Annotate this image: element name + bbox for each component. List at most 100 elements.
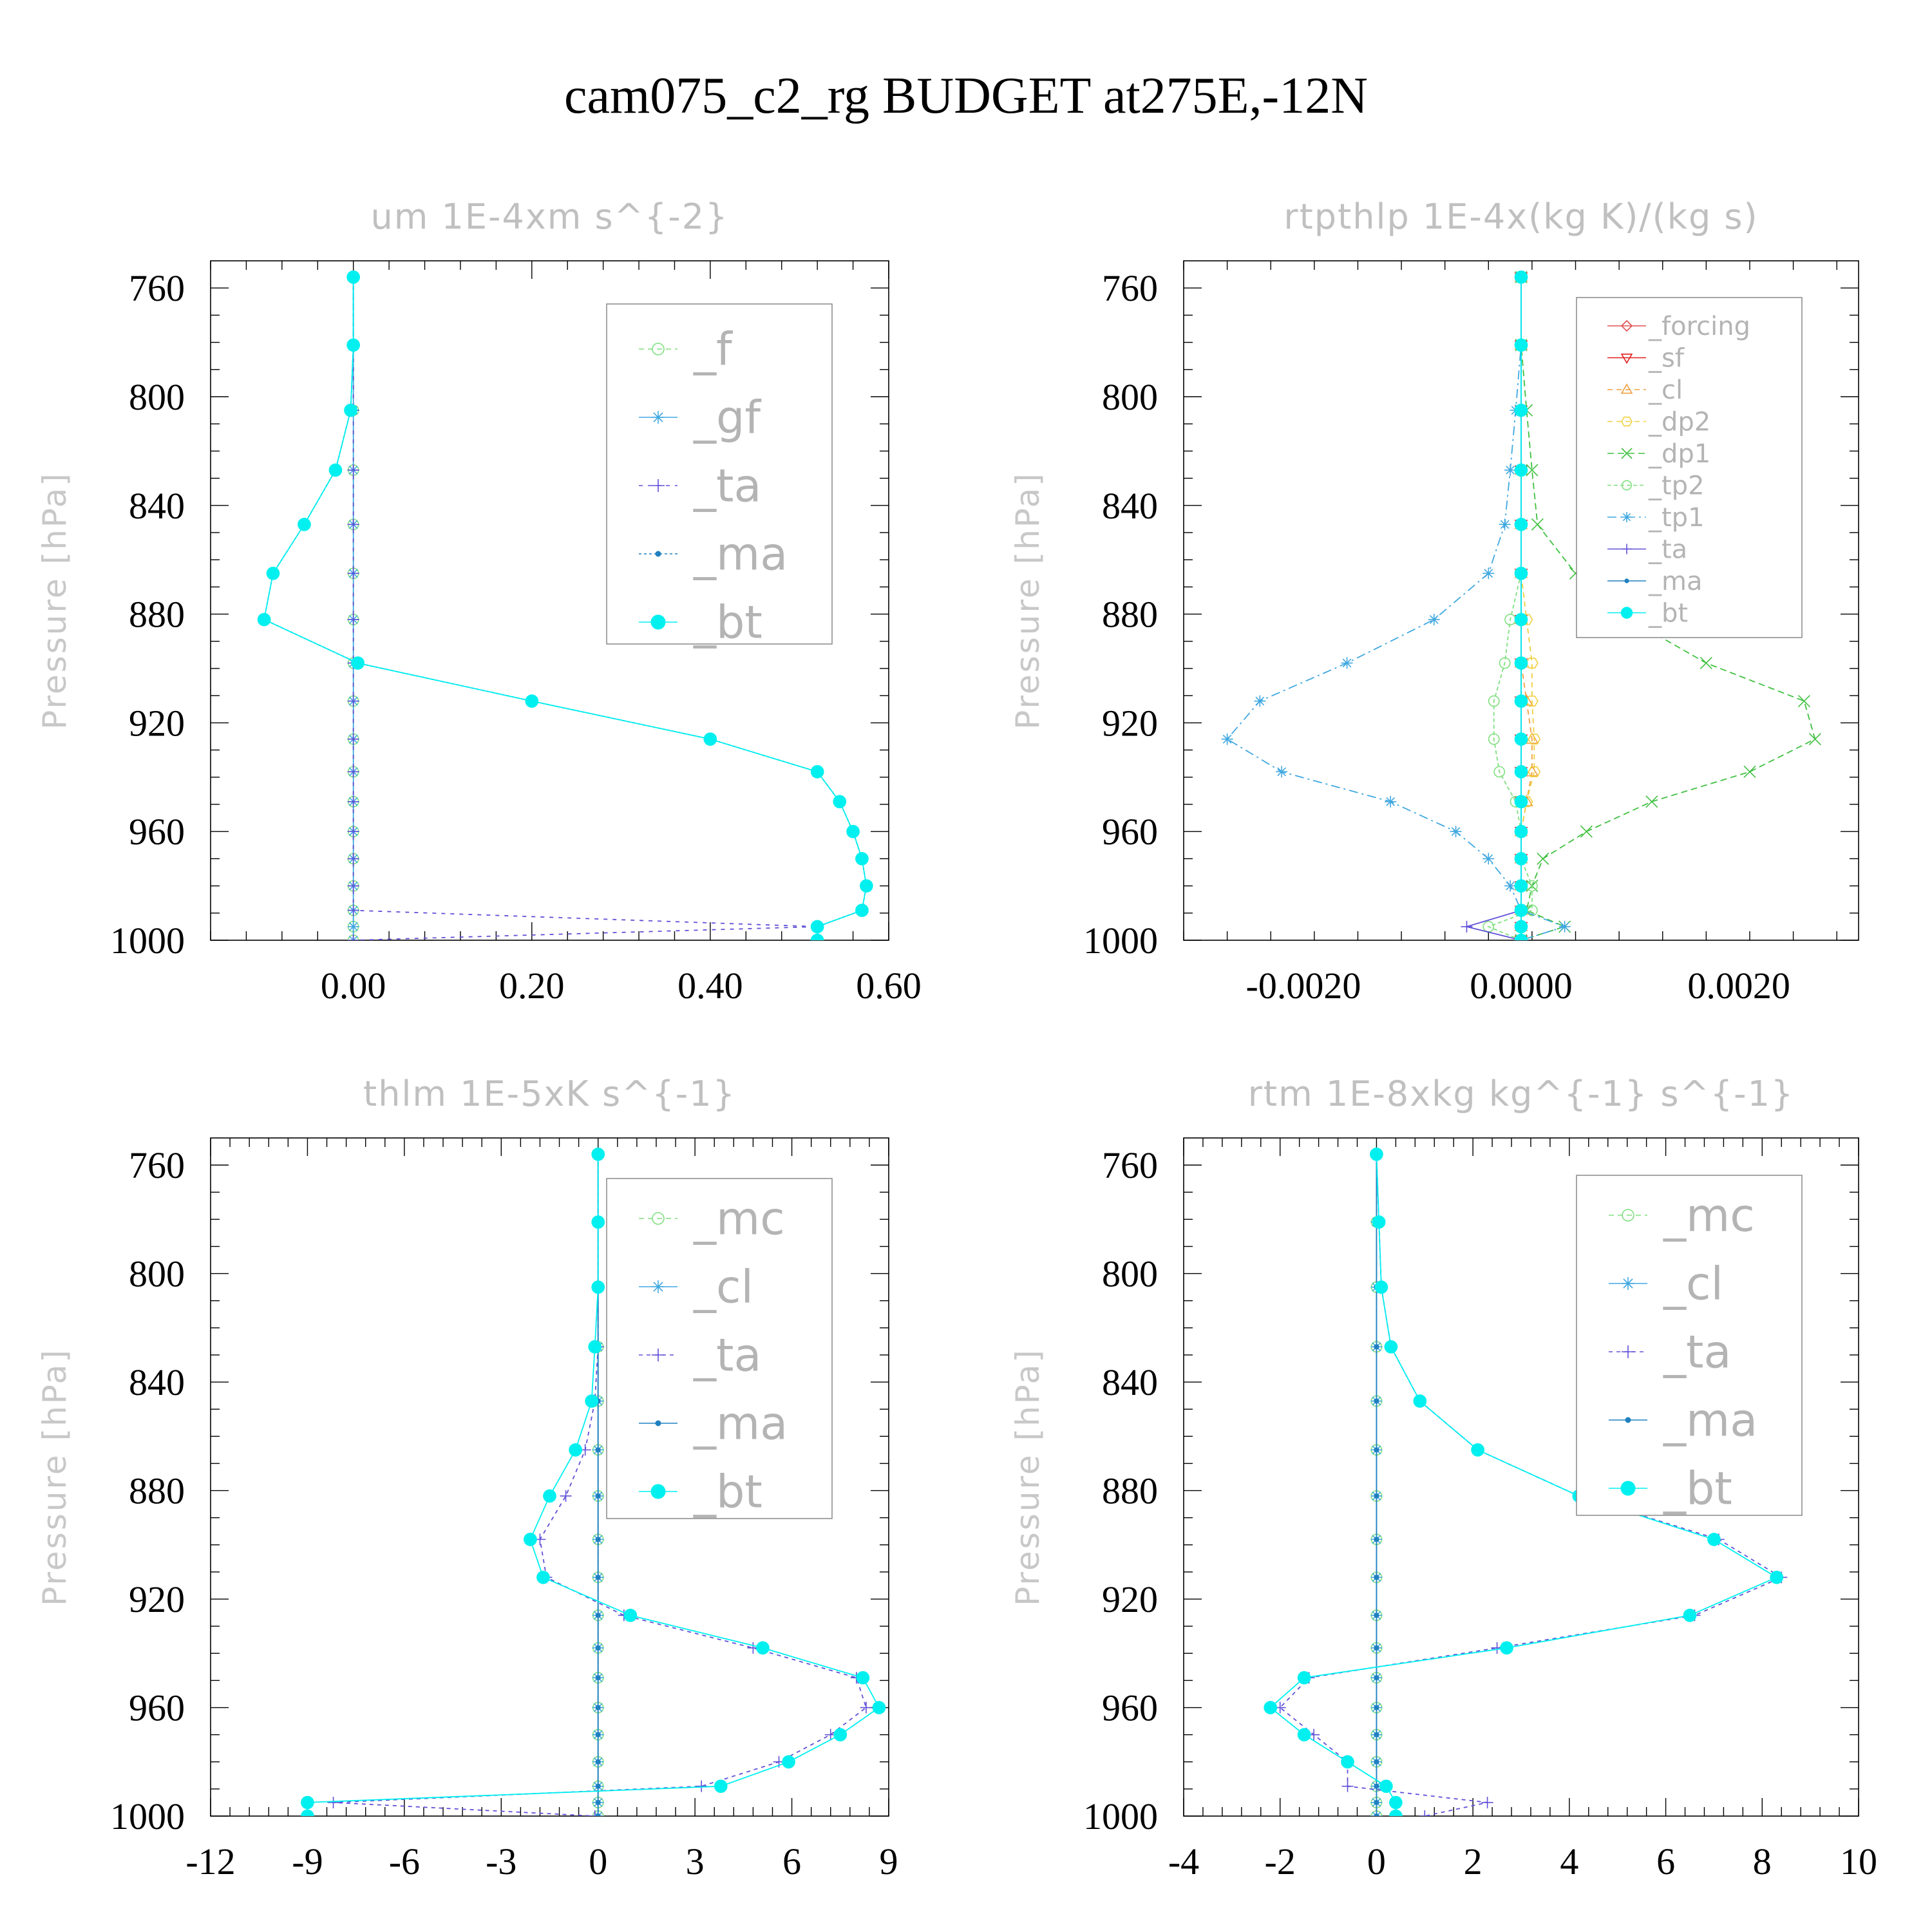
y-tick-label: 840 bbox=[1102, 485, 1158, 527]
series-area bbox=[257, 270, 873, 940]
legend-label: _forcing bbox=[1648, 312, 1750, 341]
data-point-dp1 bbox=[1526, 464, 1539, 477]
data-point-ta bbox=[696, 1780, 708, 1792]
legend: _f _gf _ta _ma _bt bbox=[606, 303, 833, 649]
data-point-bt bbox=[591, 1215, 605, 1229]
panels: um 1E-4xm s^{-2}Pressure [hPa]7608008408… bbox=[36, 196, 1877, 1882]
data-point-ma bbox=[1374, 1613, 1379, 1618]
data-point-tp2 bbox=[1493, 766, 1506, 778]
data-point-ta bbox=[347, 934, 359, 940]
legend-entry: _ma bbox=[639, 1397, 788, 1450]
legend-marker bbox=[652, 343, 665, 355]
legend: _mc _cl _ta _ma _bt bbox=[606, 1178, 833, 1519]
panel-title: thlm 1E-5xK s^{-1} bbox=[363, 1074, 736, 1114]
data-point-bt bbox=[1379, 1779, 1393, 1794]
data-point-bt bbox=[344, 403, 357, 417]
y-tick-label: 1000 bbox=[1083, 1795, 1158, 1837]
x-tick-label: 4 bbox=[1560, 1841, 1578, 1882]
data-point-ta bbox=[589, 1810, 601, 1816]
legend-marker bbox=[1622, 512, 1632, 522]
legend-marker bbox=[1620, 354, 1633, 365]
legend-label: _gf bbox=[693, 392, 761, 444]
data-point-ta bbox=[347, 766, 359, 778]
y-tick-label: 800 bbox=[129, 376, 185, 418]
data-point-ma bbox=[595, 1645, 601, 1651]
y-tick-label: 760 bbox=[1102, 1144, 1158, 1186]
data-point-bt bbox=[1341, 1755, 1354, 1769]
series-line-cl bbox=[1520, 277, 1533, 940]
data-point-bt bbox=[756, 1641, 770, 1655]
legend-marker bbox=[652, 1212, 665, 1225]
data-point-ta bbox=[347, 795, 359, 808]
legend-entry: _cl bbox=[639, 1261, 753, 1314]
data-point-ma bbox=[1374, 1813, 1379, 1816]
data-point-bt bbox=[1374, 1280, 1388, 1294]
data-point-bt bbox=[1514, 904, 1528, 917]
data-point-ma bbox=[1374, 1575, 1379, 1580]
legend-label: _cl bbox=[1648, 375, 1683, 405]
data-point-tp1 bbox=[1254, 695, 1266, 707]
data-point-dp2 bbox=[1528, 734, 1541, 745]
data-point-ta bbox=[347, 904, 359, 916]
legend-marker bbox=[652, 1349, 665, 1361]
data-point-bt bbox=[1514, 463, 1528, 477]
y-tick-label: 960 bbox=[1102, 1687, 1158, 1729]
data-point-bt bbox=[1514, 765, 1528, 779]
x-tick-label: -12 bbox=[185, 1841, 235, 1882]
data-point-bt bbox=[872, 1701, 886, 1714]
series-line-tp1 bbox=[1226, 277, 1567, 940]
legend-entry: _f bbox=[639, 323, 733, 376]
legend-entry: _cl bbox=[1607, 375, 1683, 405]
data-point-tp1 bbox=[1504, 880, 1517, 892]
legend-label: _ta bbox=[693, 1329, 761, 1382]
data-point-bt bbox=[1683, 1608, 1697, 1622]
legend-entry: _ma bbox=[639, 528, 788, 581]
data-point-ma bbox=[595, 1783, 601, 1789]
x-tick-label: -4 bbox=[1168, 1841, 1199, 1882]
legend-marker bbox=[1621, 416, 1633, 427]
data-point-ma bbox=[595, 1613, 601, 1618]
legend-label: _mc bbox=[1663, 1189, 1755, 1242]
data-point-bt bbox=[1297, 1728, 1311, 1741]
data-point-bt bbox=[588, 1340, 602, 1354]
chart-panel-1: um 1E-4xm s^{-2} Pressure [hPa] 760 800 840 8… bbox=[36, 196, 922, 1007]
x-tick-label: 0.20 bbox=[499, 965, 565, 1007]
x-tick-label: 6 bbox=[1656, 1841, 1675, 1882]
y-axis-label: Pressure [hPa] bbox=[36, 1348, 73, 1606]
data-point-tp2 bbox=[1488, 695, 1500, 707]
legend-label: _ta bbox=[693, 460, 761, 513]
figure-title: cam075_c2_rg BUDGET at275E,-12N bbox=[564, 68, 1368, 124]
legend-marker bbox=[652, 411, 665, 424]
legend-label: _bt bbox=[1648, 599, 1688, 629]
x-tick-label: -6 bbox=[389, 1841, 420, 1882]
y-tick-label: 760 bbox=[129, 267, 185, 309]
data-point-ma bbox=[595, 1537, 601, 1542]
legend-marker bbox=[650, 1484, 666, 1499]
data-point-bt bbox=[1514, 732, 1528, 746]
x-tick-label: 10 bbox=[1840, 1841, 1877, 1882]
data-point-tp2 bbox=[1488, 733, 1500, 745]
data-point-bt bbox=[1514, 656, 1528, 670]
data-point-ta bbox=[860, 1701, 872, 1714]
data-point-ma bbox=[595, 1799, 601, 1805]
data-point-bt bbox=[1707, 1533, 1721, 1546]
legend-box bbox=[1576, 1175, 1803, 1516]
data-point-ma bbox=[1374, 1799, 1379, 1805]
data-point-tp1 bbox=[1499, 518, 1511, 531]
legend-marker bbox=[652, 479, 665, 492]
data-point-ta bbox=[347, 826, 359, 838]
data-point-bt bbox=[855, 904, 869, 917]
data-point-bt bbox=[1372, 1215, 1386, 1229]
data-point-ta bbox=[347, 518, 359, 531]
data-point-tp1 bbox=[1558, 920, 1571, 933]
data-point-ma bbox=[1374, 1705, 1379, 1710]
legend-entry: _sf bbox=[1607, 344, 1685, 374]
legend-marker bbox=[1624, 578, 1629, 583]
data-point-bt bbox=[524, 1533, 537, 1546]
x-tick-label: 0.00 bbox=[321, 965, 386, 1007]
data-point-dp1 bbox=[1531, 518, 1544, 531]
data-point-bt bbox=[346, 270, 361, 284]
legend-label: _bt bbox=[693, 596, 762, 649]
data-point-ta bbox=[327, 1796, 339, 1808]
